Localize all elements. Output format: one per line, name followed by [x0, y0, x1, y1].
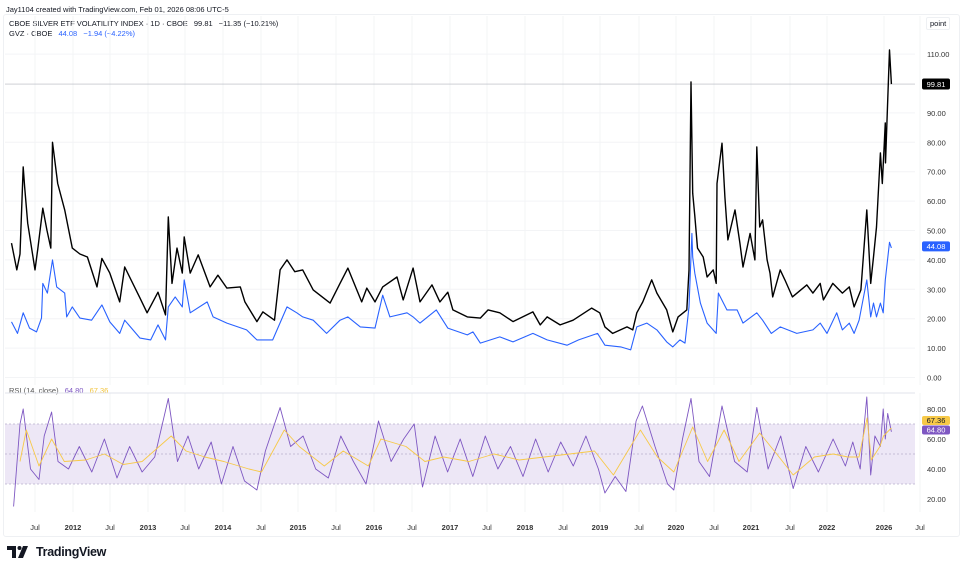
rsi-value: 64.80	[64, 386, 84, 395]
compare-symbol: GVZ · CBOE	[9, 29, 53, 38]
price-tick-label: 110.00	[927, 50, 949, 59]
x-tick-label: Jul	[180, 523, 190, 532]
price-tick-label: 20.00	[927, 315, 946, 324]
price-tick-label: 60.00	[927, 197, 946, 206]
rsi-last-label-bg	[922, 425, 950, 435]
rsi-series-line	[13, 396, 892, 507]
x-tick-label: Jul	[105, 523, 115, 532]
logo-text: TradingView	[36, 545, 107, 559]
rsi-ma-value: 67.36	[89, 386, 109, 395]
silver-vix-last-label: 99.81	[927, 80, 946, 89]
gvz-last-label-bg	[922, 241, 950, 252]
rsi-legend[interactable]: RSI (14, close) 64.80 67.36	[9, 386, 112, 395]
x-tick-label: 2020	[668, 523, 685, 532]
x-tick-label: 2019	[592, 523, 609, 532]
rsi-ma-last-label-bg	[922, 416, 950, 425]
rsi-last-label: 64.80	[927, 426, 946, 435]
x-tick-label: 2014	[215, 523, 233, 532]
price-tick-label: 70.00	[927, 168, 946, 177]
main-series-legend[interactable]: CBOE SILVER ETF VOLATILITY INDEX · 1D · …	[9, 19, 282, 28]
x-tick-label: Jul	[331, 523, 341, 532]
x-tick-label: 2012	[65, 523, 82, 532]
x-tick-label: 2015	[290, 523, 307, 532]
main-value: 99.81	[193, 19, 213, 28]
price-tick-label: 10.00	[927, 344, 946, 353]
price-scale-unit[interactable]: point	[926, 17, 951, 30]
rsi-ma-series-line	[19, 417, 892, 476]
x-tick-label: Jul	[30, 523, 40, 532]
price-tick-label: 80.00	[927, 138, 946, 147]
x-tick-label: Jul	[482, 523, 492, 532]
silver-vix-series-line	[10, 49, 893, 335]
x-tick-label: Jul	[256, 523, 266, 532]
x-tick-label: 2022	[819, 523, 836, 532]
compare-value: 44.08	[58, 29, 78, 38]
price-tick-label: 50.00	[927, 227, 946, 236]
x-tick-label: 2016	[366, 523, 383, 532]
x-tick-label: 2018	[517, 523, 534, 532]
tradingview-logo: TradingView	[7, 545, 106, 559]
x-tick-label: 2021	[743, 523, 760, 532]
price-tick-label: 90.00	[927, 109, 946, 118]
x-tick-label: Jul	[407, 523, 417, 532]
main-symbol: CBOE SILVER ETF VOLATILITY INDEX · 1D · …	[9, 19, 188, 28]
credit-text: Jay1104 created with TradingView.com, Fe…	[6, 5, 229, 14]
rsi-band	[5, 424, 915, 484]
x-tick-label: Jul	[634, 523, 644, 532]
tradingview-logo-icon	[7, 546, 28, 558]
x-tick-label: 2026	[876, 523, 893, 532]
x-tick-label: Jul	[558, 523, 568, 532]
rsi-tick-label: 80.00	[927, 405, 946, 414]
compare-series-legend[interactable]: GVZ · CBOE 44.08 −1.94 (−4.22%)	[9, 29, 139, 38]
rsi-tick-label: 20.00	[927, 495, 946, 504]
x-tick-label: Jul	[915, 523, 925, 532]
main-change: −11.35 (−10.21%)	[218, 19, 279, 28]
compare-change: −1.94 (−4.22%)	[83, 29, 136, 38]
x-tick-label: Jul	[709, 523, 719, 532]
price-tick-label: 40.00	[927, 256, 946, 265]
silver-vix-last-label-bg	[922, 78, 950, 90]
rsi-tick-label: 40.00	[927, 465, 946, 474]
rsi-tick-label: 60.00	[927, 435, 946, 444]
gvz-series-line	[11, 232, 892, 351]
rsi-label: RSI (14, close)	[9, 386, 59, 395]
price-tick-label: 30.00	[927, 285, 946, 294]
rsi-ma-last-label: 67.36	[927, 416, 946, 425]
price-tick-label: 0.00	[927, 374, 942, 383]
x-tick-label: 2013	[140, 523, 157, 532]
gvz-last-label: 44.08	[927, 242, 946, 251]
x-tick-label: Jul	[785, 523, 795, 532]
x-tick-label: 2017	[442, 523, 459, 532]
